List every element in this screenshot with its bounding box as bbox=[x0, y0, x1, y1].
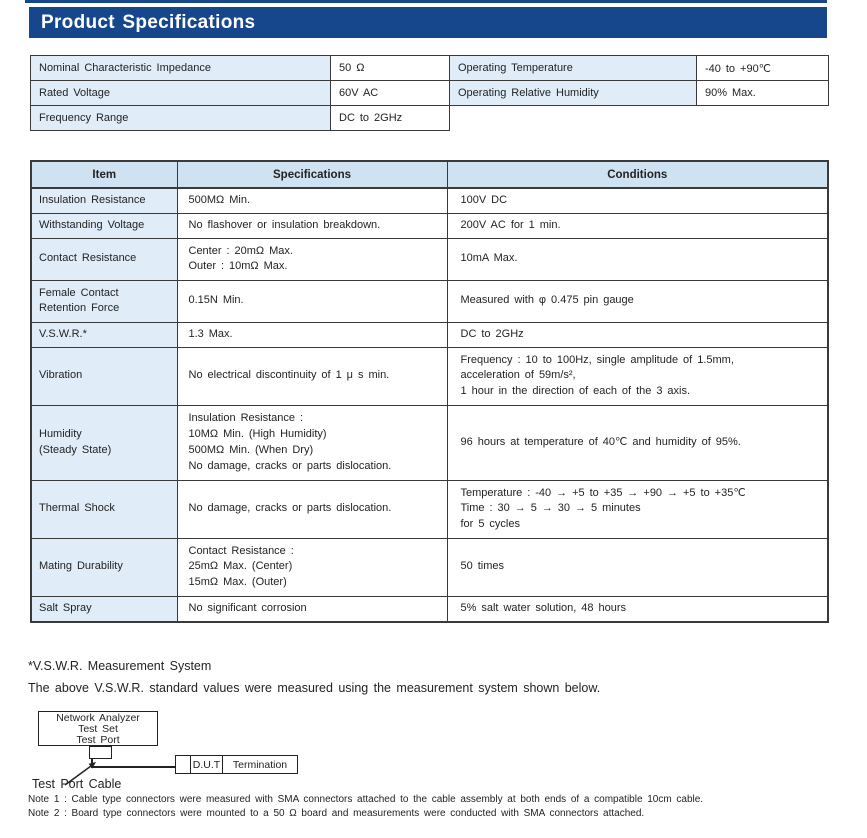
table-row: Thermal Shock No damage, cracks or parts… bbox=[30, 479, 829, 539]
item-cell: Humidity (Steady State) bbox=[30, 404, 178, 481]
table-row: Rated Voltage 60V AC bbox=[30, 80, 450, 106]
condition-cell: Frequency : 10 to 100Hz, single amplitud… bbox=[446, 346, 829, 406]
footnotes: Note 1 : Cable type connectors were meas… bbox=[28, 793, 703, 821]
item-cell: Insulation Resistance bbox=[30, 187, 178, 214]
cable-line-horizontal bbox=[91, 766, 176, 768]
ratings-table-right: Operating Temperature -40 to +90℃ Operat… bbox=[449, 55, 829, 106]
table-row: Insulation Resistance 500MΩ Min. 100V DC bbox=[30, 187, 829, 214]
item-cell: Withstanding Voltage bbox=[30, 212, 178, 239]
table-row: Female Contact Retention Force 0.15N Min… bbox=[30, 279, 829, 323]
condition-cell: 50 times bbox=[446, 537, 829, 597]
rating-label: Frequency Range bbox=[30, 105, 331, 131]
item-cell: Female Contact Retention Force bbox=[30, 279, 178, 323]
condition-cell: 10mA Max. bbox=[446, 237, 829, 281]
table-row: Operating Relative Humidity 90% Max. bbox=[449, 80, 829, 106]
ratings-summary-table: Nominal Characteristic Impedance 50 Ω Ra… bbox=[30, 55, 829, 131]
specification-cell: Center : 20mΩ Max. Outer : 10mΩ Max. bbox=[176, 237, 448, 281]
specification-cell: 0.15N Min. bbox=[176, 279, 448, 323]
table-row: Mating Durability Contact Resistance : 2… bbox=[30, 537, 829, 597]
vswr-measurement-diagram: Network Analyzer Test Set Test Port D.U.… bbox=[30, 706, 460, 798]
column-header-item: Item bbox=[30, 160, 178, 189]
ratings-table-left: Nominal Characteristic Impedance 50 Ω Ra… bbox=[30, 55, 450, 131]
rating-label: Operating Relative Humidity bbox=[449, 80, 697, 106]
specifications-table: Item Specifications Conditions Insulatio… bbox=[30, 160, 829, 623]
note-1: Note 1 : Cable type connectors were meas… bbox=[28, 794, 704, 805]
condition-cell: 96 hours at temperature of 40℃ and humid… bbox=[446, 404, 829, 481]
table-row: Humidity (Steady State) Insulation Resis… bbox=[30, 404, 829, 481]
specification-cell: Contact Resistance : 25mΩ Max. (Center) … bbox=[176, 537, 448, 597]
condition-cell: 5% salt water solution, 48 hours bbox=[446, 595, 829, 623]
table-row: Contact Resistance Center : 20mΩ Max. Ou… bbox=[30, 237, 829, 281]
condition-cell: 100V DC bbox=[446, 187, 829, 214]
item-cell: V.S.W.R.* bbox=[30, 321, 178, 348]
rating-label: Nominal Characteristic Impedance bbox=[30, 55, 331, 81]
item-cell: Salt Spray bbox=[30, 595, 178, 623]
table-row: Withstanding Voltage No flashover or ins… bbox=[30, 212, 829, 239]
condition-cell: 200V AC for 1 min. bbox=[446, 212, 829, 239]
cable-line-vertical bbox=[91, 759, 93, 767]
dut-assembly: D.U.T Termination bbox=[175, 755, 298, 774]
vswr-section-description: The above V.S.W.R. standard values were … bbox=[28, 681, 601, 695]
test-port-connector-box bbox=[89, 746, 112, 759]
test-port-cable-arrow-icon bbox=[64, 762, 96, 786]
termination-box: Termination bbox=[222, 755, 298, 774]
item-cell: Contact Resistance bbox=[30, 237, 178, 281]
specification-cell: No electrical discontinuity of 1 μ s min… bbox=[176, 346, 448, 406]
table-row: Vibration No electrical discontinuity of… bbox=[30, 346, 829, 406]
rating-value: DC to 2GHz bbox=[330, 105, 450, 131]
specification-cell: 500MΩ Min. bbox=[176, 187, 448, 214]
rating-label: Rated Voltage bbox=[30, 80, 331, 106]
table-row: Frequency Range DC to 2GHz bbox=[30, 105, 450, 131]
rating-value: 90% Max. bbox=[696, 80, 829, 106]
table-row: Salt Spray No significant corrosion 5% s… bbox=[30, 595, 829, 623]
specification-cell: No damage, cracks or parts dislocation. bbox=[176, 479, 448, 539]
table-row: Nominal Characteristic Impedance 50 Ω bbox=[30, 55, 450, 81]
specification-cell: 1.3 Max. bbox=[176, 321, 448, 348]
table-header-row: Item Specifications Conditions bbox=[30, 160, 829, 189]
table-row: V.S.W.R.* 1.3 Max. DC to 2GHz bbox=[30, 321, 829, 348]
condition-cell: DC to 2GHz bbox=[446, 321, 829, 348]
rating-value: -40 to +90℃ bbox=[696, 55, 829, 81]
condition-cell: Measured with φ 0.475 pin gauge bbox=[446, 279, 829, 323]
page-top-rule bbox=[25, 0, 827, 3]
note-2: Note 2 : Board type connectors were moun… bbox=[28, 808, 645, 819]
condition-cell: Temperature : -40 → +5 to +35 → +90 → +5… bbox=[446, 479, 829, 539]
specification-cell: No flashover or insulation breakdown. bbox=[176, 212, 448, 239]
item-cell: Vibration bbox=[30, 346, 178, 406]
table-row: Operating Temperature -40 to +90℃ bbox=[449, 55, 829, 81]
column-header-conditions: Conditions bbox=[446, 160, 829, 189]
test-port-cable-label: Test Port Cable bbox=[32, 777, 122, 791]
section-title-bar: Product Specifications bbox=[29, 7, 827, 38]
item-cell: Thermal Shock bbox=[30, 479, 178, 539]
vswr-section-heading: *V.S.W.R. Measurement System bbox=[28, 659, 212, 673]
column-header-specifications: Specifications bbox=[176, 160, 448, 189]
item-cell: Mating Durability bbox=[30, 537, 178, 597]
rating-label: Operating Temperature bbox=[449, 55, 697, 81]
rating-value: 50 Ω bbox=[330, 55, 450, 81]
specification-cell: No significant corrosion bbox=[176, 595, 448, 623]
page-title: Product Specifications bbox=[41, 11, 256, 33]
dut-box: D.U.T bbox=[189, 755, 224, 774]
specification-cell: Insulation Resistance : 10MΩ Min. (High … bbox=[176, 404, 448, 481]
rating-value: 60V AC bbox=[330, 80, 450, 106]
network-analyzer-box: Network Analyzer Test Set Test Port bbox=[38, 711, 158, 746]
